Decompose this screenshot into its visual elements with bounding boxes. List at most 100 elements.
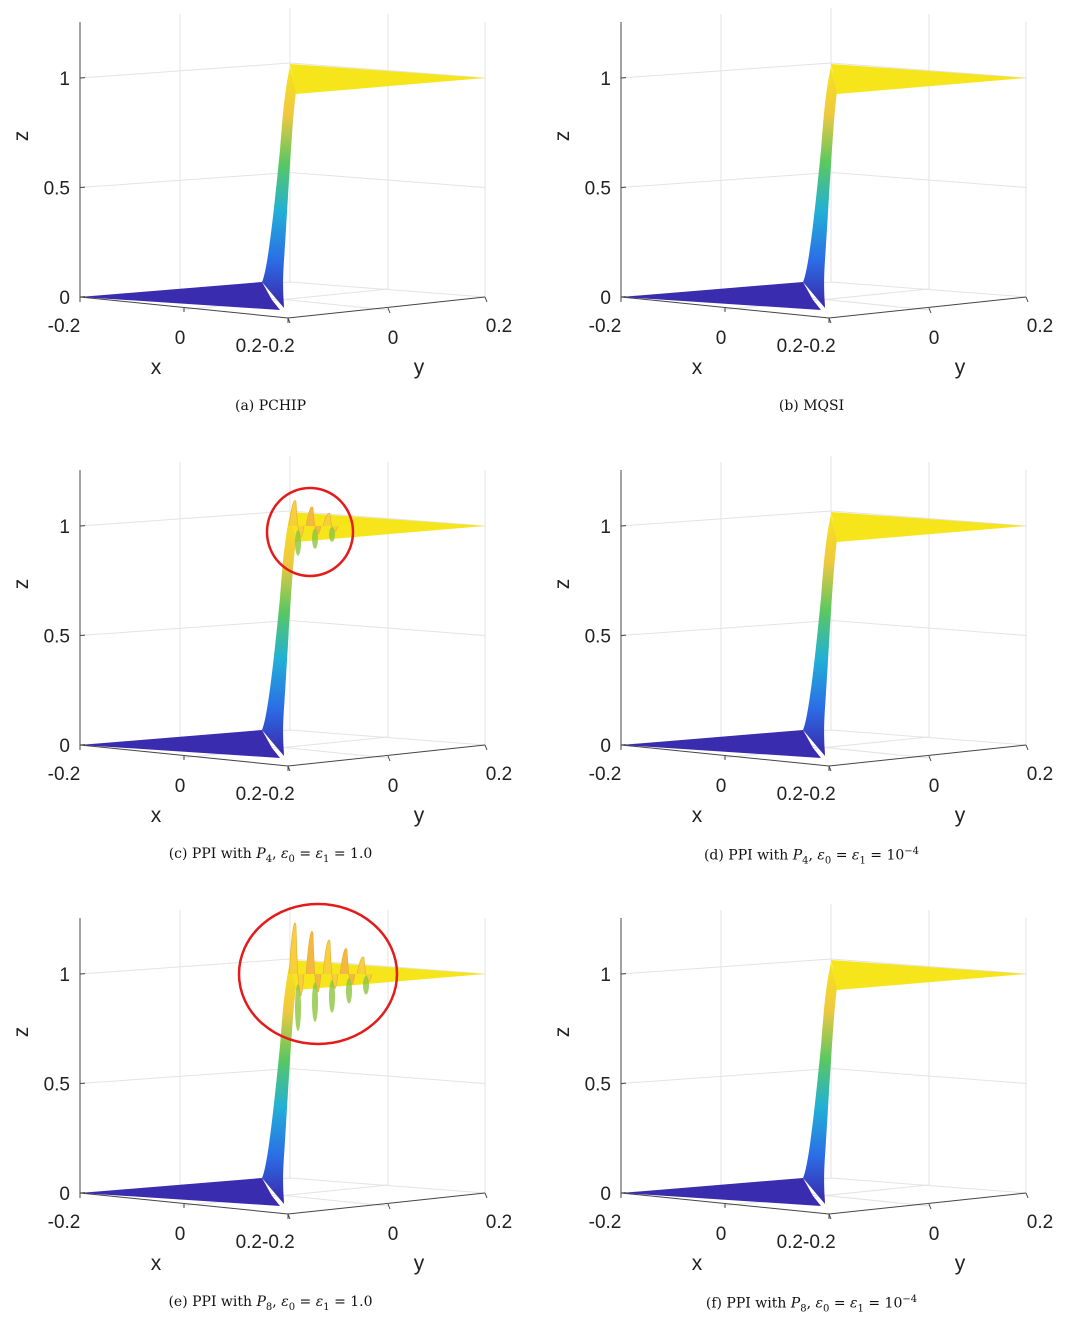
oscillation-trough [312,529,318,549]
panel-caption: (e) PPI with P8, ε0 = ε1 = 1.0 [0,1294,541,1313]
y-tick-label: -0.2 [803,336,836,357]
y-tick-label: 0 [388,776,399,797]
panel-caption: (a) PCHIP [0,398,541,414]
y-axis [829,745,1026,766]
y-tick-mark [388,1204,390,1209]
oscillation-trough [295,984,301,1031]
y-tick-label: -0.2 [803,1232,836,1253]
x-tick-label: -0.2 [589,316,622,337]
oscillation-trough [346,978,352,1003]
z-tick-label: 0.5 [585,627,611,648]
oscillation-trough [329,527,335,542]
step-wall [262,66,296,308]
y-axis [288,1193,485,1214]
x-tick-label: 0 [175,1224,186,1245]
x-axis-label: x [692,804,703,827]
y-tick-mark [1026,745,1028,750]
panel-caption: (c) PPI with P4, ε0 = ε1 = 1.0 [0,846,541,865]
z-axis-label: z [551,579,574,590]
y-tick-label: -0.2 [803,784,836,805]
x-tick-label: -0.2 [589,764,622,785]
z-tick-label: 0.5 [585,1075,611,1096]
step-wall [803,962,837,1204]
oscillation-trough [295,530,301,555]
x-tick-label: 0 [716,776,727,797]
y-tick-label: 0.2 [1027,764,1053,785]
y-tick-mark [1026,1193,1028,1198]
panel-caption: (f) PPI with P8, ε0 = ε1 = 10−4 [541,1294,1082,1314]
panel-caption: (b) MQSI [541,398,1082,414]
x-axis-label: x [692,356,703,379]
x-tick-label: -0.2 [48,1212,81,1233]
y-tick-mark [929,1204,931,1209]
step-wall [803,514,837,756]
y-tick-label: 0 [388,328,399,349]
y-tick-mark [485,745,487,750]
z-axis-label: z [10,579,33,590]
y-tick-mark [485,1193,487,1198]
y-axis [288,745,485,766]
z-tick-label: 0.5 [44,1075,70,1096]
y-tick-mark [929,308,931,313]
x-tick-label: -0.2 [48,764,81,785]
x-tick-label: 0 [716,1224,727,1245]
x-tick-label: 0 [716,328,727,349]
z-tick-label: 0 [59,288,70,309]
z-tick-label: 1 [600,517,611,538]
x-tick-label: 0.2 [777,336,803,357]
x-tick-label: 0.2 [777,784,803,805]
z-tick-label: 1 [600,69,611,90]
y-axis-label: y [414,1252,425,1275]
step-wall [803,66,837,308]
z-tick-label: 1 [59,965,70,986]
y-axis-label: y [955,356,966,379]
y-tick-label: 0 [929,328,940,349]
y-tick-label: 0.2 [1027,316,1053,337]
y-axis-label: y [955,1252,966,1275]
oscillation-trough [363,976,369,994]
y-tick-label: 0.2 [486,764,512,785]
z-tick-label: 0 [600,1184,611,1205]
z-tick-label: 0.5 [44,179,70,200]
y-tick-mark [485,297,487,302]
z-axis-label: z [10,131,33,142]
y-tick-label: 0.2 [486,316,512,337]
y-tick-label: 0.2 [1027,1212,1053,1233]
y-tick-label: -0.2 [262,784,295,805]
z-tick-label: 0.5 [585,179,611,200]
x-tick-label: -0.2 [48,316,81,337]
y-axis [288,297,485,318]
y-tick-label: 0.2 [486,1212,512,1233]
z-tick-label: 1 [600,965,611,986]
x-axis-label: x [151,1252,162,1275]
step-wall [262,514,296,756]
z-tick-label: 0 [59,736,70,757]
z-tick-label: 0 [59,1184,70,1205]
x-tick-label: 0.2 [777,1232,803,1253]
z-tick-label: 0.5 [44,627,70,648]
z-tick-label: 0 [600,736,611,757]
oscillation-trough [329,980,335,1013]
y-tick-label: 0 [929,1224,940,1245]
x-tick-label: 0.2 [236,784,262,805]
z-tick-label: 1 [59,517,70,538]
panel-caption: (d) PPI with P4, ε0 = ε1 = 10−4 [541,846,1082,866]
y-tick-label: 0 [388,1224,399,1245]
y-tick-label: -0.2 [262,1232,295,1253]
y-tick-mark [929,756,931,761]
step-wall [262,962,296,1204]
y-tick-label: 0 [929,776,940,797]
x-tick-label: 0 [175,776,186,797]
y-tick-label: -0.2 [262,336,295,357]
